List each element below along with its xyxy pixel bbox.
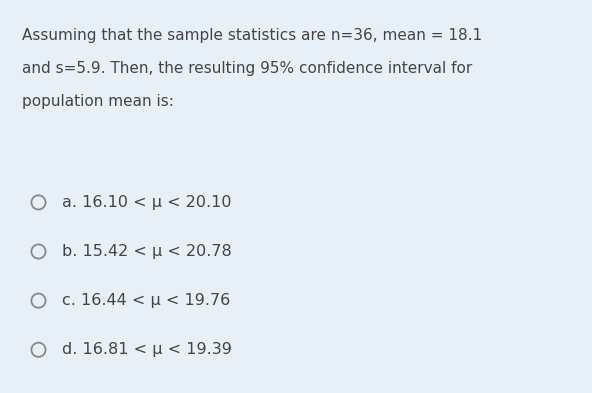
Text: b. 15.42 < μ < 20.78: b. 15.42 < μ < 20.78 (62, 244, 232, 259)
Text: a. 16.10 < μ < 20.10: a. 16.10 < μ < 20.10 (62, 195, 231, 210)
Text: Assuming that the sample statistics are n=36, mean = 18.1: Assuming that the sample statistics are … (22, 28, 482, 42)
Text: and s=5.9. Then, the resulting 95% confidence interval for: and s=5.9. Then, the resulting 95% confi… (22, 61, 473, 76)
Text: c. 16.44 < μ < 19.76: c. 16.44 < μ < 19.76 (62, 293, 230, 308)
Text: d. 16.81 < μ < 19.39: d. 16.81 < μ < 19.39 (62, 342, 232, 357)
Text: population mean is:: population mean is: (22, 94, 175, 109)
